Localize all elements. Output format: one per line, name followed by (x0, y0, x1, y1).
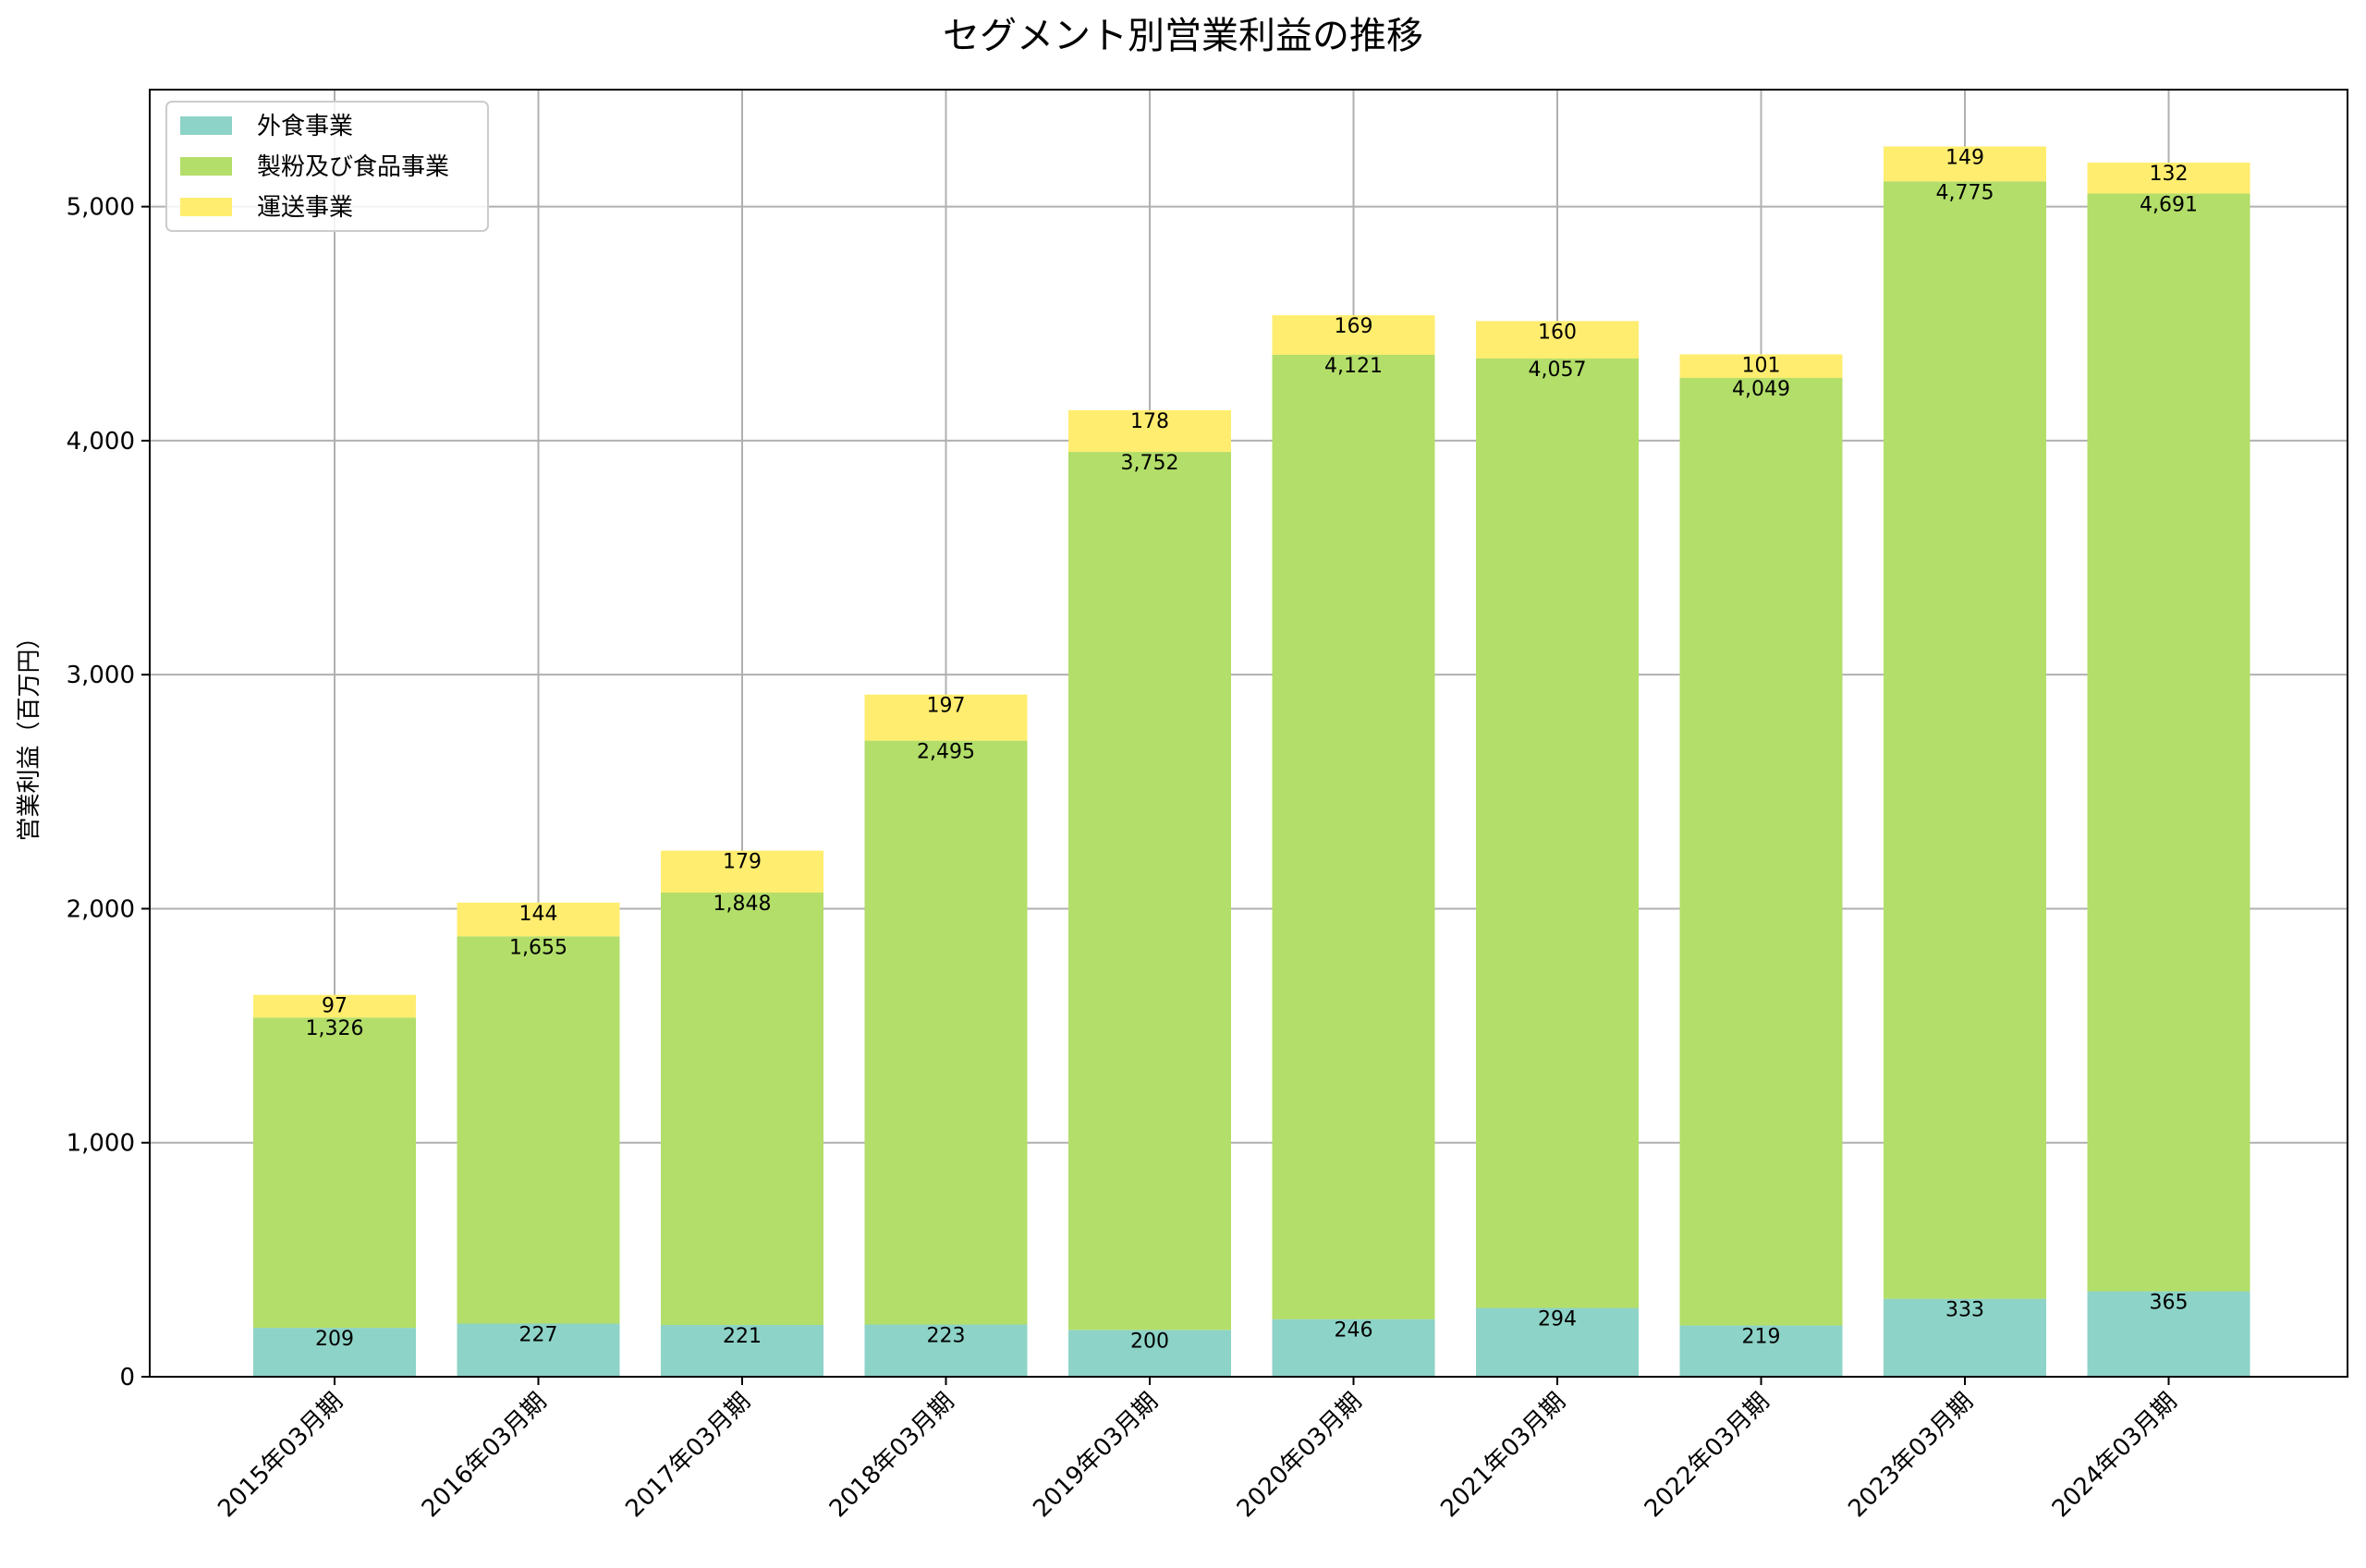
y-axis: 0 1,000 2,000 3,000 4,000 5,000 (67, 194, 150, 1392)
data-label: 197 (927, 695, 966, 718)
plot-frame (149, 89, 2348, 1378)
x-tick-label: 2021年03月期 (1435, 1388, 1571, 1524)
bar-segment-dining (864, 1324, 1028, 1377)
legend-swatch (180, 198, 232, 216)
bar-segment-transport (2087, 163, 2250, 194)
bar-segment-milling-food (457, 936, 620, 1324)
y-tick-label: 0 (119, 1364, 135, 1392)
legend-swatch (180, 157, 232, 176)
data-label: 221 (723, 1325, 762, 1348)
data-label: 101 (1742, 354, 1781, 377)
bar-segment-milling-food (1272, 354, 1435, 1319)
data-label: 1,655 (509, 936, 567, 959)
data-label: 2,495 (917, 741, 975, 764)
legend-swatch (180, 116, 232, 135)
chart-title: セグメント別営業利益の推移 (943, 15, 1423, 57)
bar-segment-milling-food (253, 1017, 416, 1329)
data-label: 160 (1538, 321, 1577, 344)
x-tick-label: 2022年03月期 (1640, 1388, 1775, 1524)
bar-segment-dining (1476, 1307, 1639, 1377)
data-label: 246 (1335, 1319, 1373, 1343)
y-tick-label: 4,000 (67, 428, 135, 456)
bar-segment-transport (1884, 146, 2046, 182)
data-label: 294 (1538, 1308, 1577, 1331)
data-label: 223 (927, 1325, 966, 1348)
bar-segment-dining (1272, 1319, 1435, 1377)
bar-segment-dining (457, 1323, 620, 1377)
x-axis: 2015年03月期 2016年03月期 2017年03月期 2018年03月期 2019… (213, 1377, 2182, 1523)
y-tick-label: 5,000 (67, 194, 135, 222)
bar-segment-transport (661, 850, 823, 893)
bar-segment-transport (864, 694, 1028, 741)
data-label: 97 (322, 995, 348, 1018)
data-label: 3,752 (1121, 452, 1179, 475)
data-label: 1,326 (306, 1017, 364, 1040)
data-label: 178 (1130, 410, 1169, 433)
bar-segment-milling-food (1884, 181, 2046, 1299)
data-label: 4,691 (2140, 193, 2198, 216)
data-label: 1,848 (713, 893, 772, 916)
bar-segment-transport (1476, 321, 1639, 359)
bar-segment-transport (1679, 354, 1843, 379)
data-label: 132 (2150, 163, 2189, 186)
x-tick-label: 2018年03月期 (824, 1388, 960, 1524)
bars (253, 146, 2250, 1377)
x-tick-label: 2024年03月期 (2047, 1388, 2183, 1524)
bar-segment-milling-food (864, 740, 1028, 1325)
data-label: 149 (1945, 147, 1984, 170)
data-label: 200 (1130, 1330, 1169, 1353)
x-tick-label: 2023年03月期 (1843, 1388, 1979, 1524)
x-tick-label: 2015年03月期 (213, 1388, 348, 1524)
legend-label: 製粉及び食品事業 (257, 153, 449, 181)
bar-segment-milling-food (1476, 359, 1639, 1308)
data-label: 169 (1335, 315, 1373, 338)
x-tick-label: 2019年03月期 (1028, 1388, 1164, 1524)
bar-segment-transport (1272, 315, 1435, 355)
data-label: 4,057 (1529, 359, 1587, 382)
bar-segment-transport (1068, 409, 1231, 453)
data-label: 4,121 (1324, 355, 1383, 378)
bar-segment-milling-food (2087, 193, 2250, 1292)
bar-segment-dining (1068, 1330, 1231, 1377)
data-label: 333 (1945, 1299, 1984, 1322)
data-label: 227 (519, 1324, 558, 1347)
bar-segment-dining (661, 1325, 823, 1377)
legend-label: 運送事業 (257, 194, 353, 222)
bar-segment-transport (253, 994, 416, 1018)
y-axis-label: 営業利益（百万円） (16, 625, 43, 841)
bar-segment-transport (457, 902, 620, 937)
x-tick-label: 2016年03月期 (417, 1388, 553, 1524)
data-label: 219 (1742, 1326, 1781, 1349)
bar-segment-milling-food (661, 892, 823, 1326)
y-tick-label: 2,000 (67, 895, 135, 923)
x-tick-label: 2020年03月期 (1232, 1388, 1368, 1524)
legend-box (165, 101, 489, 232)
data-label: 4,049 (1732, 378, 1790, 401)
data-label: 209 (315, 1328, 354, 1351)
data-label: 144 (519, 903, 558, 926)
bar-segment-dining (253, 1328, 416, 1377)
x-tick-label: 2017年03月期 (620, 1388, 756, 1524)
y-tick-label: 1,000 (67, 1130, 135, 1158)
y-tick-label: 3,000 (67, 662, 135, 689)
bar-segment-dining (1884, 1298, 2046, 1377)
data-label: 4,775 (1936, 181, 1994, 204)
data-label: 365 (2150, 1292, 2189, 1315)
bar-segment-dining (2087, 1291, 2250, 1377)
bar-segment-milling-food (1068, 452, 1231, 1331)
data-label: 179 (723, 851, 762, 874)
bar-segment-milling-food (1679, 378, 1843, 1326)
bar-segment-dining (1679, 1325, 1843, 1377)
legend-label: 外食事業 (257, 113, 353, 140)
